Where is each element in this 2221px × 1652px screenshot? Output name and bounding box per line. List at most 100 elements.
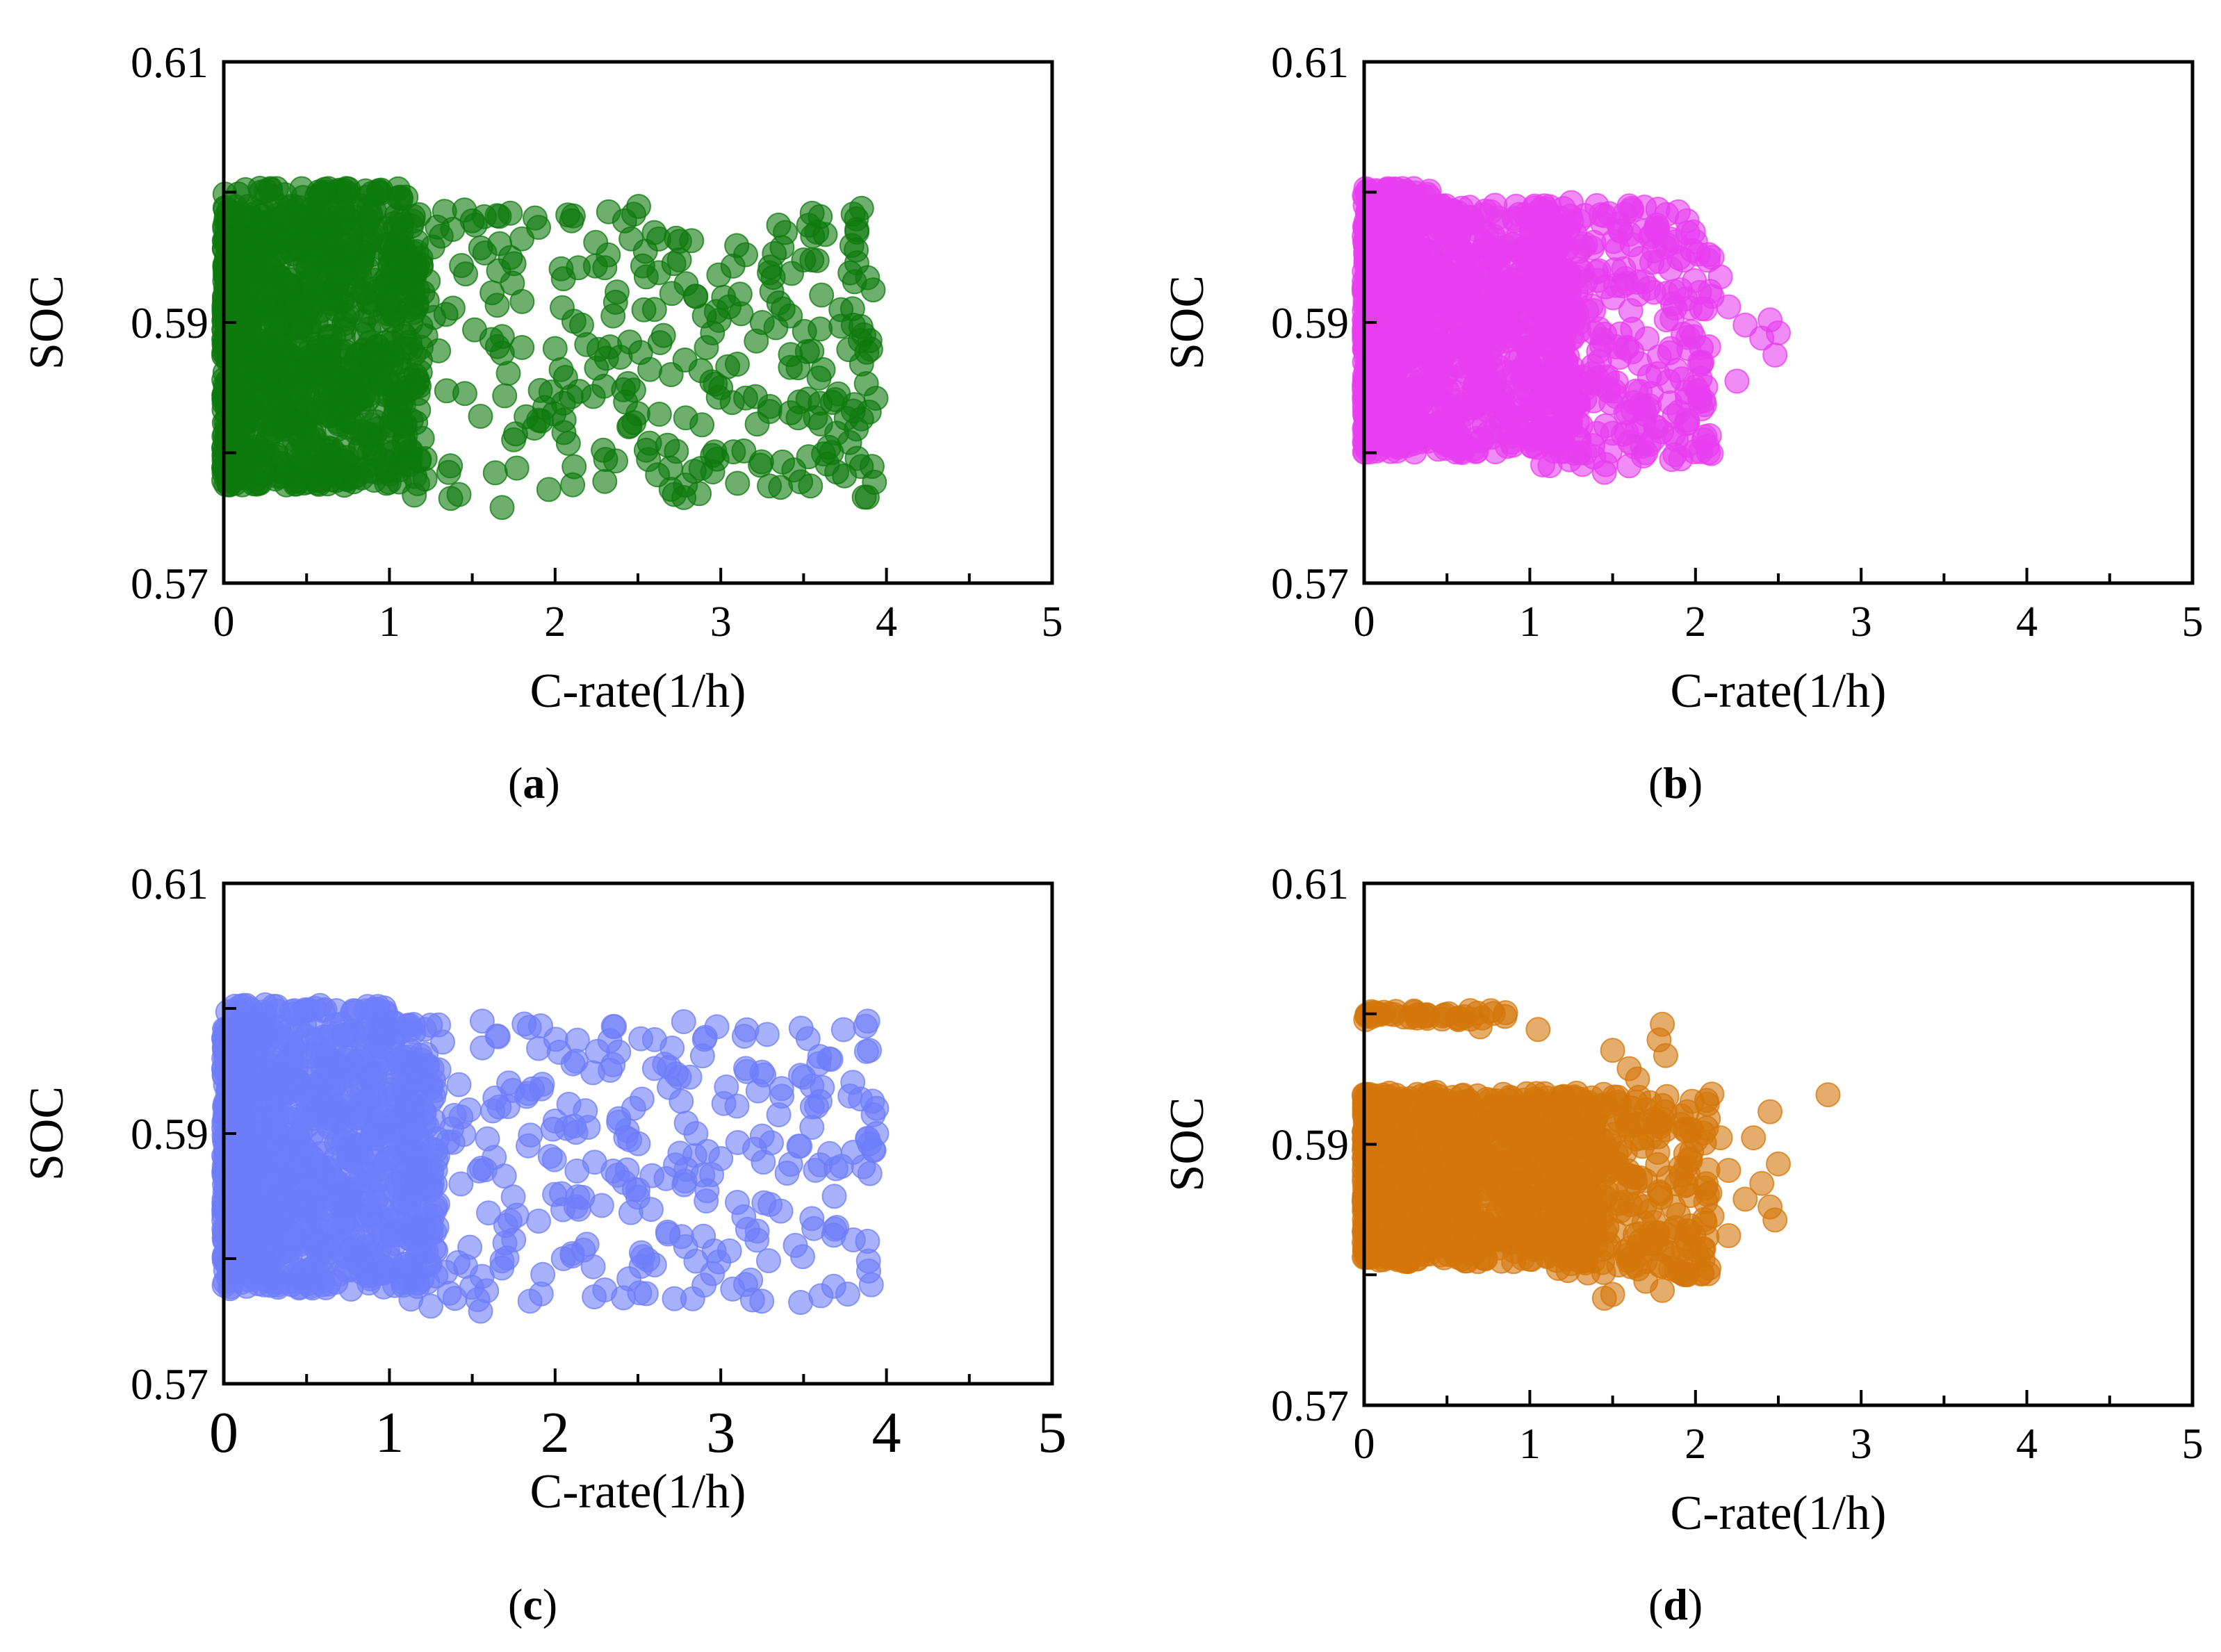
- data-point: [669, 1224, 694, 1250]
- data-point: [388, 411, 414, 436]
- data-point: [778, 1152, 803, 1177]
- data-point: [299, 240, 325, 266]
- data-point: [239, 1264, 265, 1290]
- x-tick-label: 3: [706, 1400, 735, 1465]
- data-point: [860, 277, 886, 303]
- data-point: [799, 1206, 825, 1232]
- data-point: [550, 266, 576, 292]
- data-point: [1645, 361, 1671, 386]
- data-point: [716, 294, 742, 320]
- data-point: [320, 1166, 346, 1192]
- data-point: [434, 378, 459, 404]
- data-point: [424, 1214, 450, 1240]
- data-point: [489, 495, 515, 521]
- data-point: [287, 380, 313, 406]
- x-tick-label: 2: [1685, 598, 1706, 646]
- data-point: [799, 338, 825, 364]
- data-point: [569, 312, 594, 338]
- data-point: [311, 457, 337, 482]
- data-point: [1532, 320, 1558, 346]
- data-point: [311, 1196, 337, 1222]
- data-point: [1696, 334, 1721, 359]
- data-point: [725, 352, 750, 377]
- data-point: [706, 262, 732, 288]
- data-point: [495, 361, 521, 386]
- data-point: [564, 1027, 590, 1053]
- data-point: [290, 414, 316, 439]
- data-point: [288, 999, 314, 1025]
- data-point: [1658, 256, 1683, 281]
- data-point: [425, 214, 450, 240]
- data-point: [799, 1115, 825, 1140]
- y-tick-label: 0.59: [1271, 298, 1349, 347]
- data-point: [361, 1211, 386, 1236]
- data-point: [516, 1133, 541, 1159]
- data-point: [1699, 284, 1725, 309]
- data-point: [837, 260, 863, 286]
- data-point: [1566, 440, 1592, 466]
- data-point: [1444, 204, 1470, 230]
- data-point: [700, 443, 726, 468]
- data-point: [559, 208, 584, 234]
- data-point: [1507, 375, 1532, 401]
- x-tick-label: 2: [544, 598, 566, 646]
- data-point: [1532, 193, 1557, 219]
- data-point: [1411, 183, 1436, 208]
- data-point: [244, 405, 270, 431]
- data-point: [217, 276, 243, 302]
- data-point: [1691, 388, 1716, 414]
- data-point: [468, 404, 493, 429]
- data-point: [215, 1265, 241, 1291]
- data-point: [683, 1121, 709, 1146]
- data-point: [592, 1277, 618, 1302]
- data-point: [526, 1036, 551, 1061]
- data-point: [310, 1260, 335, 1286]
- y-tick-label: 0.61: [131, 38, 208, 87]
- data-point: [830, 1017, 856, 1042]
- data-point: [290, 185, 316, 211]
- data-point: [799, 1073, 825, 1099]
- data-point: [1379, 343, 1404, 369]
- data-point: [401, 1020, 427, 1045]
- data-point: [398, 1166, 424, 1191]
- data-point: [286, 336, 311, 361]
- y-tick-label: 0.57: [131, 1359, 208, 1409]
- data-point: [1600, 420, 1625, 446]
- data-point: [725, 1190, 750, 1215]
- data-point: [445, 1250, 470, 1275]
- data-point: [1674, 407, 1700, 433]
- data-point: [657, 455, 683, 481]
- data-point: [618, 226, 644, 252]
- data-point: [338, 218, 363, 243]
- data-point: [1724, 368, 1750, 394]
- data-point: [1620, 398, 1646, 423]
- data-point: [855, 1248, 881, 1274]
- data-point: [1473, 311, 1498, 337]
- data-point: [617, 329, 643, 355]
- data-point: [583, 229, 609, 255]
- data-point: [215, 229, 241, 254]
- data-point: [1448, 312, 1473, 338]
- data-point: [482, 1085, 508, 1111]
- data-point: [349, 465, 375, 491]
- data-point: [1356, 218, 1382, 243]
- data-point: [418, 1293, 443, 1319]
- data-point: [536, 477, 562, 502]
- y-tick-label: 0.61: [131, 859, 208, 908]
- data-point: [436, 459, 461, 485]
- data-point: [541, 1147, 567, 1172]
- data-point: [1446, 266, 1472, 292]
- data-point: [1482, 193, 1508, 218]
- data-point: [1564, 409, 1590, 435]
- data-point: [426, 338, 452, 363]
- data-point: [237, 1040, 263, 1066]
- x-tick-label: 5: [1042, 598, 1063, 646]
- data-point: [1608, 218, 1634, 244]
- data-point: [855, 1008, 880, 1034]
- data-point: [504, 1202, 530, 1228]
- data-point: [1641, 238, 1667, 263]
- data-point: [641, 297, 667, 322]
- x-tick-label: 4: [876, 598, 897, 646]
- data-point: [457, 1097, 482, 1122]
